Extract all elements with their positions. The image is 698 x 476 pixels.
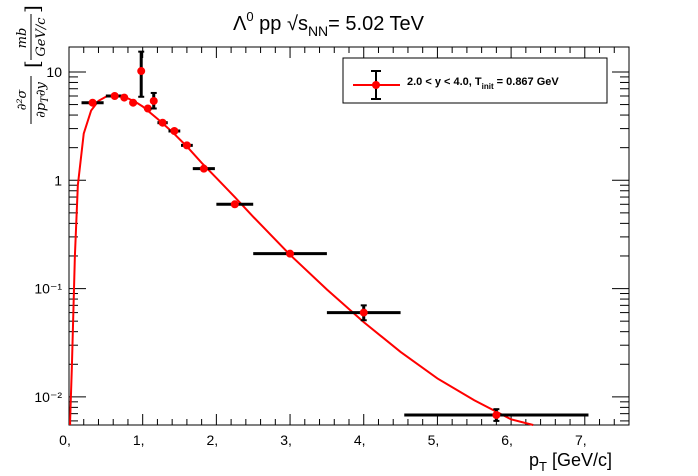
data-point — [137, 50, 146, 98]
y-title-denominator: ∂pT∂y — [34, 81, 51, 117]
x-axis-title: pT [GeV/c] — [529, 450, 612, 474]
x-tick-label: 1, — [133, 432, 145, 448]
data-point — [253, 249, 327, 258]
y-title-unit-numerator: mb — [15, 28, 30, 49]
chart-title: Λ0 pp √sNN= 5.02 TeV — [233, 9, 425, 39]
y-title-numerator: ∂²σ — [15, 88, 30, 110]
x-tick-label: 2, — [207, 432, 219, 448]
fit-layer — [69, 94, 534, 426]
x-tick-label: 0, — [59, 432, 71, 448]
y-title-bracket-close: ] — [20, 5, 44, 13]
legend-marker-swatch — [372, 81, 380, 89]
y-tick-label: 10⁻² — [34, 389, 62, 405]
data-point — [404, 408, 589, 422]
x-tick-label: 6, — [501, 432, 513, 448]
data-point — [149, 91, 158, 110]
legend-box — [342, 57, 608, 104]
data-point — [326, 304, 401, 322]
data-point — [157, 118, 168, 127]
data-points-layer — [81, 50, 589, 422]
fit-curve — [69, 94, 534, 426]
data-point-marker — [158, 118, 167, 127]
data-point-marker — [492, 411, 501, 420]
data-point — [168, 127, 181, 136]
y-tick-label: 10 — [46, 64, 62, 80]
x-tick-label: 7, — [575, 432, 587, 448]
data-point-marker — [359, 308, 368, 317]
data-point-marker — [182, 141, 191, 150]
data-point-marker — [199, 164, 208, 173]
data-point-marker — [110, 91, 119, 100]
data-point-marker — [129, 98, 138, 107]
data-point — [81, 98, 104, 107]
data-point-marker — [120, 93, 129, 102]
data-point — [105, 91, 124, 100]
y-tick-label: 10⁻¹ — [34, 281, 62, 297]
x-tick-label: 3, — [280, 432, 292, 448]
data-point-marker — [286, 249, 295, 258]
data-point — [181, 141, 193, 150]
x-tick-label: 4, — [354, 432, 366, 448]
data-point — [129, 98, 138, 107]
data-point — [143, 104, 152, 113]
data-point — [192, 164, 215, 173]
data-point-marker — [170, 127, 179, 136]
y-title-bracket-open: [ — [20, 60, 44, 68]
x-tick-labels: 0, 1, 2, 3, 4, 5, 6, 7, — [59, 432, 586, 448]
legend-label: 2.0 < y < 4.0, Tinit = 0.867 GeV — [407, 76, 559, 91]
data-point-marker — [143, 104, 152, 113]
y-axis-title: ∂²σ ∂pT∂y [ mb GeV/c ] — [15, 5, 51, 124]
data-point — [120, 93, 129, 102]
data-point-marker — [137, 67, 146, 76]
data-point-marker — [230, 200, 239, 209]
data-point — [216, 200, 254, 209]
y-title-unit-denominator: GeV/c — [34, 17, 49, 57]
legend: 2.0 < y < 4.0, Tinit = 0.867 GeV — [342, 57, 608, 104]
x-tick-label: 5, — [428, 432, 440, 448]
data-point-marker — [149, 96, 158, 105]
y-tick-labels: 10⁻² 10⁻¹ 1 10 — [34, 64, 62, 405]
data-point-marker — [88, 98, 97, 107]
y-tick-label: 1 — [54, 172, 62, 188]
